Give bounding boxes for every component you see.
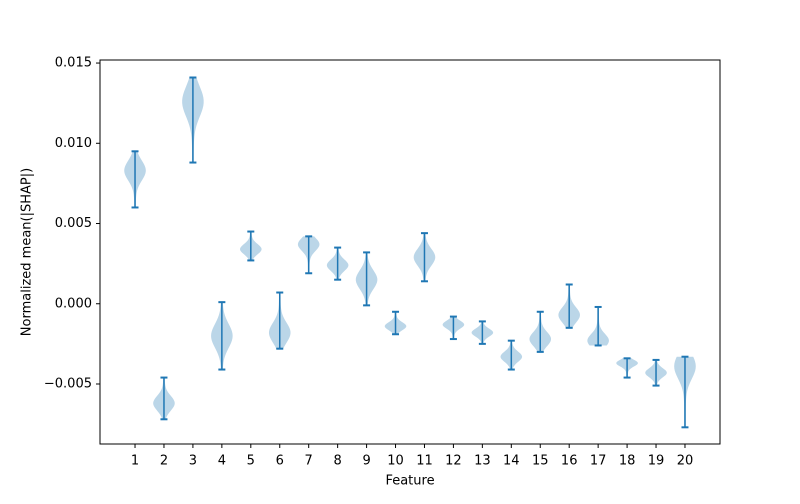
y-tick-label: 0.010: [55, 136, 92, 151]
x-tick-label: 20: [677, 454, 694, 469]
y-axis-label: Normalized mean(|SHAP|): [20, 168, 35, 336]
x-tick-label: 2: [160, 454, 168, 469]
x-tick-label: 7: [305, 454, 313, 469]
x-tick-label: 6: [276, 454, 284, 469]
x-tick-label: 13: [474, 454, 491, 469]
x-tick-label: 11: [416, 454, 433, 469]
plot-frame: [99, 59, 721, 445]
x-tick-label: 9: [362, 454, 370, 469]
x-tick-label: 5: [247, 454, 255, 469]
x-tick-label: 4: [218, 454, 226, 469]
x-tick-label: 14: [503, 454, 520, 469]
x-tick-label: 15: [532, 454, 549, 469]
x-tick-label: 16: [561, 454, 578, 469]
y-tick-label: −0.005: [44, 376, 92, 391]
x-tick-label: 12: [445, 454, 462, 469]
x-tick-label: 1: [131, 454, 139, 469]
y-tick-label: 0.000: [55, 296, 92, 311]
x-tick-label: 17: [590, 454, 607, 469]
x-tick-label: 19: [648, 454, 665, 469]
x-axis-label: Feature: [385, 474, 434, 489]
x-tick-label: 3: [189, 454, 197, 469]
x-tick-label: 8: [333, 454, 341, 469]
x-tick-label: 18: [619, 454, 636, 469]
y-tick-label: 0.005: [55, 216, 92, 231]
y-tick-label: 0.015: [55, 56, 92, 71]
x-tick-label: 10: [387, 454, 404, 469]
